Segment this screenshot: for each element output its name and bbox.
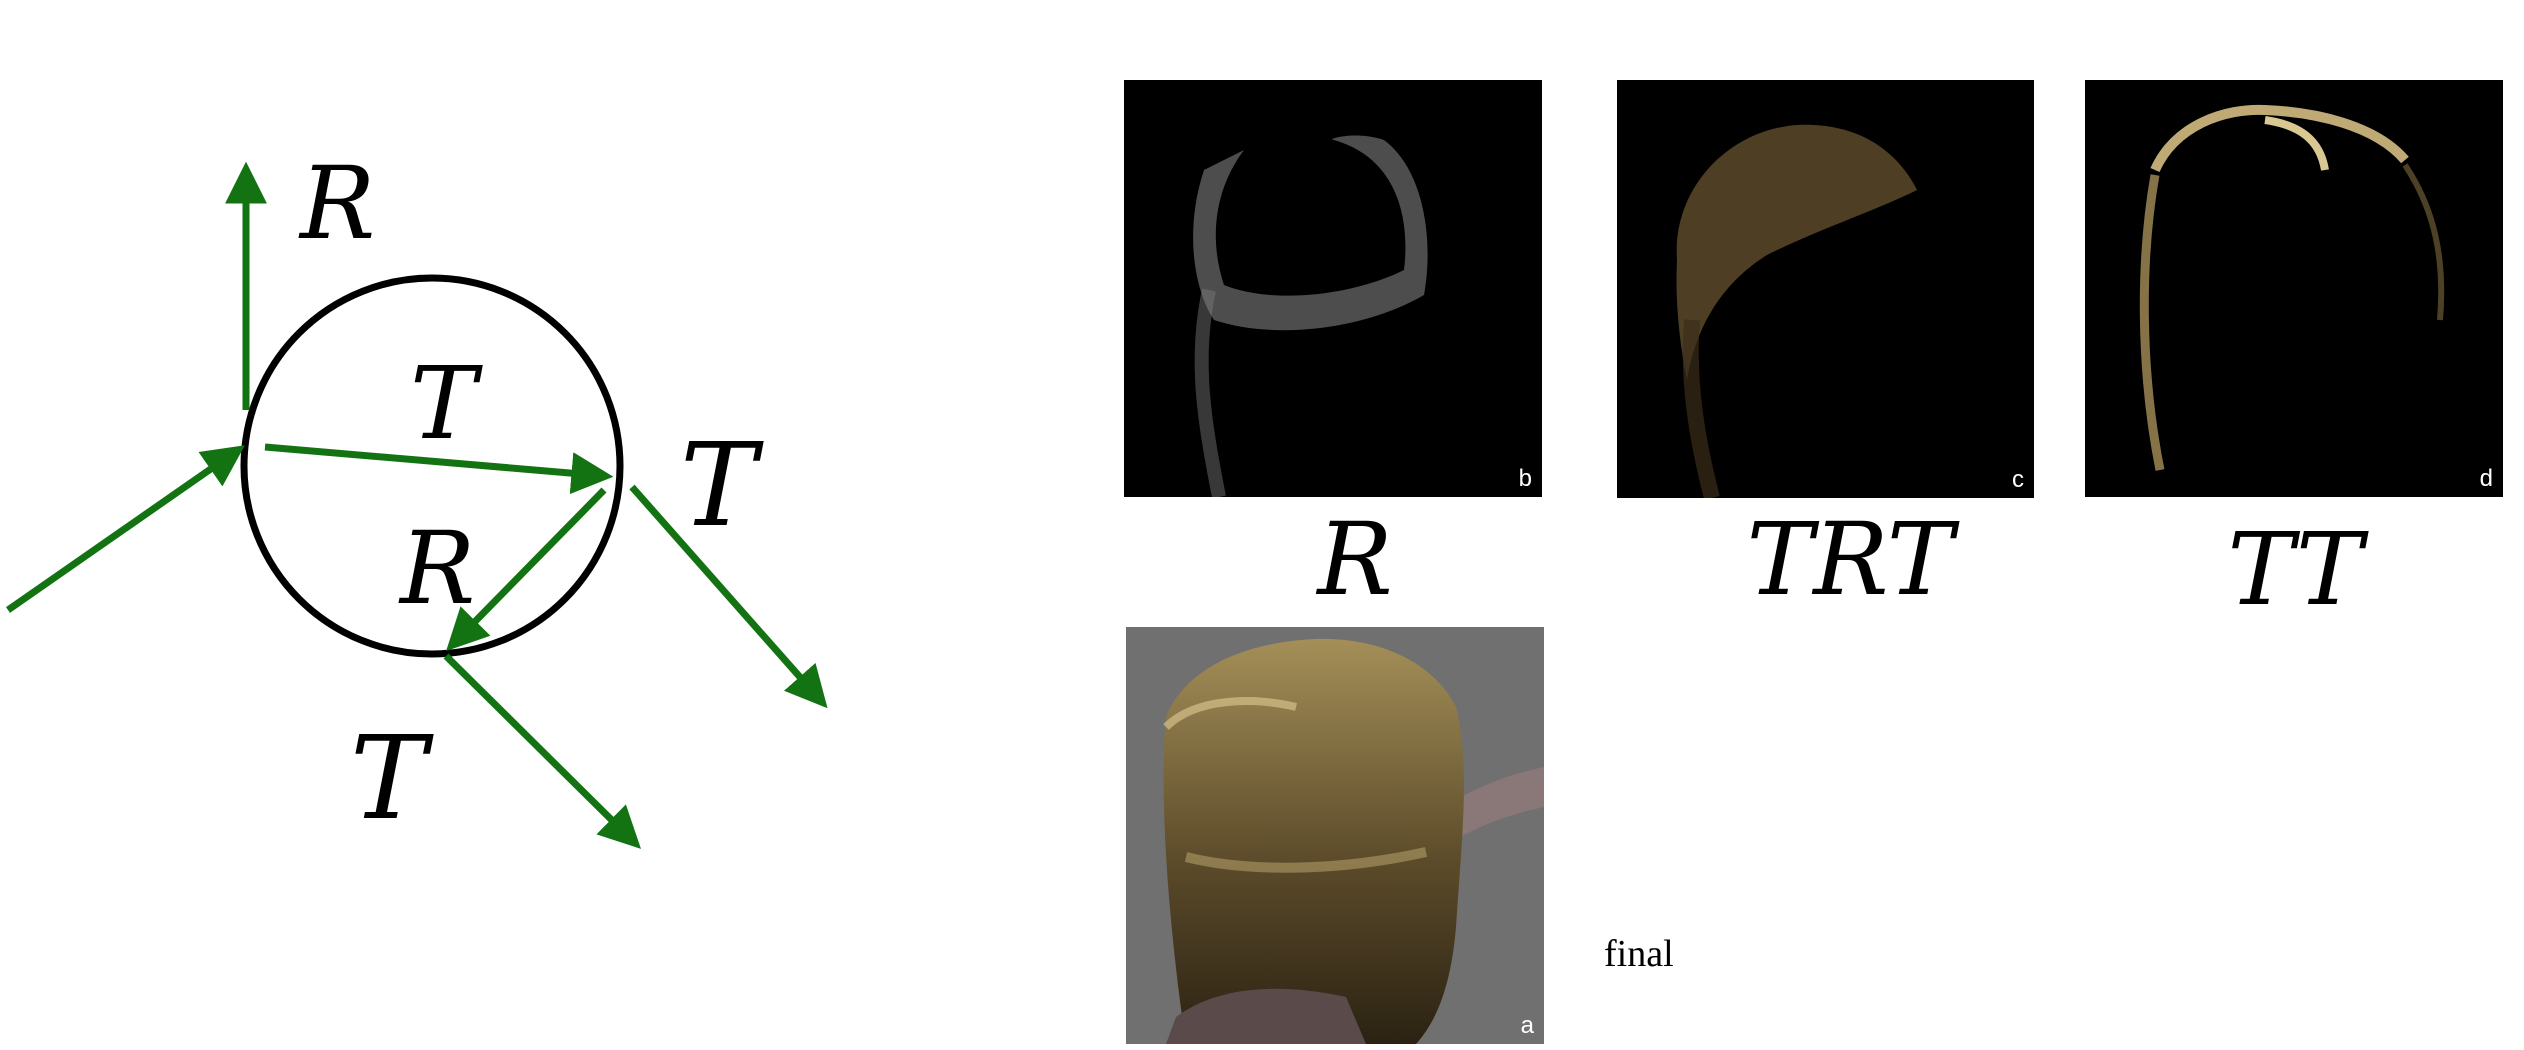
- panel-corner-label: b: [1518, 465, 1532, 492]
- exit-transmit-ray-right: [629, 484, 828, 709]
- hair-render-trt: [1617, 80, 2034, 498]
- panel-corner-label: d: [2479, 465, 2493, 492]
- hair-render-final: [1126, 627, 1544, 1044]
- label-r-inner: R: [398, 510, 475, 627]
- internal-reflect-ray: [446, 487, 607, 651]
- render-panel-final: a: [1126, 627, 1544, 1044]
- incident-ray: [6, 445, 245, 613]
- hair-render-r: [1124, 80, 1542, 497]
- render-panel-r: b: [1124, 80, 1542, 497]
- panel-corner-label: c: [2012, 466, 2024, 493]
- label-r-outer: R: [298, 145, 375, 262]
- panel-corner-label: a: [1520, 1012, 1534, 1039]
- caption-tt: TT: [2227, 511, 2363, 628]
- label-t-exit-right: T: [680, 419, 764, 553]
- label-t-exit-bottom: T: [350, 712, 434, 846]
- render-panel-trt: c: [1617, 80, 2034, 498]
- caption-trt: TRT: [1746, 501, 1954, 618]
- final-label: final: [1604, 933, 1674, 975]
- scattering-diagram: R T T R T: [6, 145, 828, 849]
- internal-transmit-ray: [264, 443, 614, 495]
- label-t-inner: T: [410, 345, 483, 462]
- hair-render-tt: [2085, 80, 2503, 497]
- render-panel-tt: d: [2085, 80, 2503, 497]
- caption-r: R: [1317, 501, 1393, 618]
- exit-transmit-ray-bottom: [443, 653, 641, 849]
